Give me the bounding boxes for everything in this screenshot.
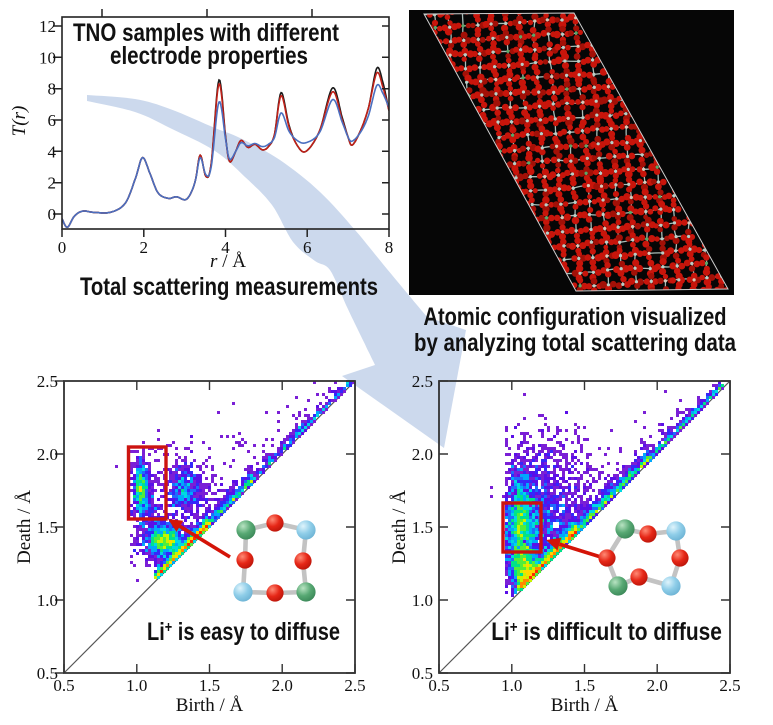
svg-text:Birth / Å: Birth / Å <box>551 695 619 716</box>
svg-text:2.5: 2.5 <box>719 676 740 695</box>
svg-text:2: 2 <box>140 238 149 257</box>
svg-text:Birth / Å: Birth / Å <box>176 695 244 716</box>
svg-text:electrode properties: electrode properties <box>110 42 308 70</box>
svg-text:1.5: 1.5 <box>574 676 595 695</box>
svg-text:1.0: 1.0 <box>37 591 58 610</box>
svg-text:by analyzing total scattering: by analyzing total scattering data <box>414 329 737 357</box>
svg-text:2.0: 2.0 <box>412 445 433 464</box>
svg-text:4: 4 <box>48 142 57 161</box>
svg-text:2.0: 2.0 <box>647 676 668 695</box>
svg-text:Atomic configuration visualize: Atomic configuration visualized <box>424 303 727 331</box>
svg-text:8: 8 <box>385 238 394 257</box>
svg-text:2.5: 2.5 <box>412 372 433 391</box>
svg-text:2.5: 2.5 <box>37 372 58 391</box>
svg-text:1.0: 1.0 <box>412 591 433 610</box>
svg-text:0.5: 0.5 <box>428 676 449 695</box>
svg-text:T(r): T(r) <box>9 106 30 137</box>
svg-text:0: 0 <box>58 238 67 257</box>
svg-text:r / Å: r / Å <box>210 251 246 272</box>
svg-text:10: 10 <box>39 48 56 67</box>
svg-text:1.0: 1.0 <box>501 676 522 695</box>
svg-text:2.0: 2.0 <box>272 676 293 695</box>
svg-text:12: 12 <box>39 17 56 36</box>
svg-text:1.5: 1.5 <box>412 518 433 537</box>
svg-text:Li+ is easy to diffuse: Li+ is easy to diffuse <box>147 618 340 646</box>
svg-text:4: 4 <box>221 238 230 257</box>
svg-text:0: 0 <box>48 205 57 224</box>
svg-text:0.5: 0.5 <box>412 664 433 683</box>
svg-text:0.5: 0.5 <box>37 664 58 683</box>
svg-text:2.5: 2.5 <box>344 676 365 695</box>
svg-text:1.0: 1.0 <box>126 676 147 695</box>
svg-text:Death / Å: Death / Å <box>389 490 410 564</box>
svg-text:1.5: 1.5 <box>37 518 58 537</box>
svg-text:Total scattering measurements: Total scattering measurements <box>80 273 378 301</box>
svg-text:0.5: 0.5 <box>53 676 74 695</box>
svg-text:6: 6 <box>303 238 312 257</box>
svg-text:Li+ is difficult to diffuse: Li+ is difficult to diffuse <box>491 617 722 645</box>
svg-text:Death / Å: Death / Å <box>14 490 35 564</box>
svg-text:6: 6 <box>48 111 57 130</box>
svg-text:2.0: 2.0 <box>37 445 58 464</box>
svg-text:TNO samples with different: TNO samples with different <box>73 19 340 47</box>
svg-text:2: 2 <box>48 174 57 193</box>
svg-text:8: 8 <box>48 80 57 99</box>
svg-text:1.5: 1.5 <box>199 676 220 695</box>
